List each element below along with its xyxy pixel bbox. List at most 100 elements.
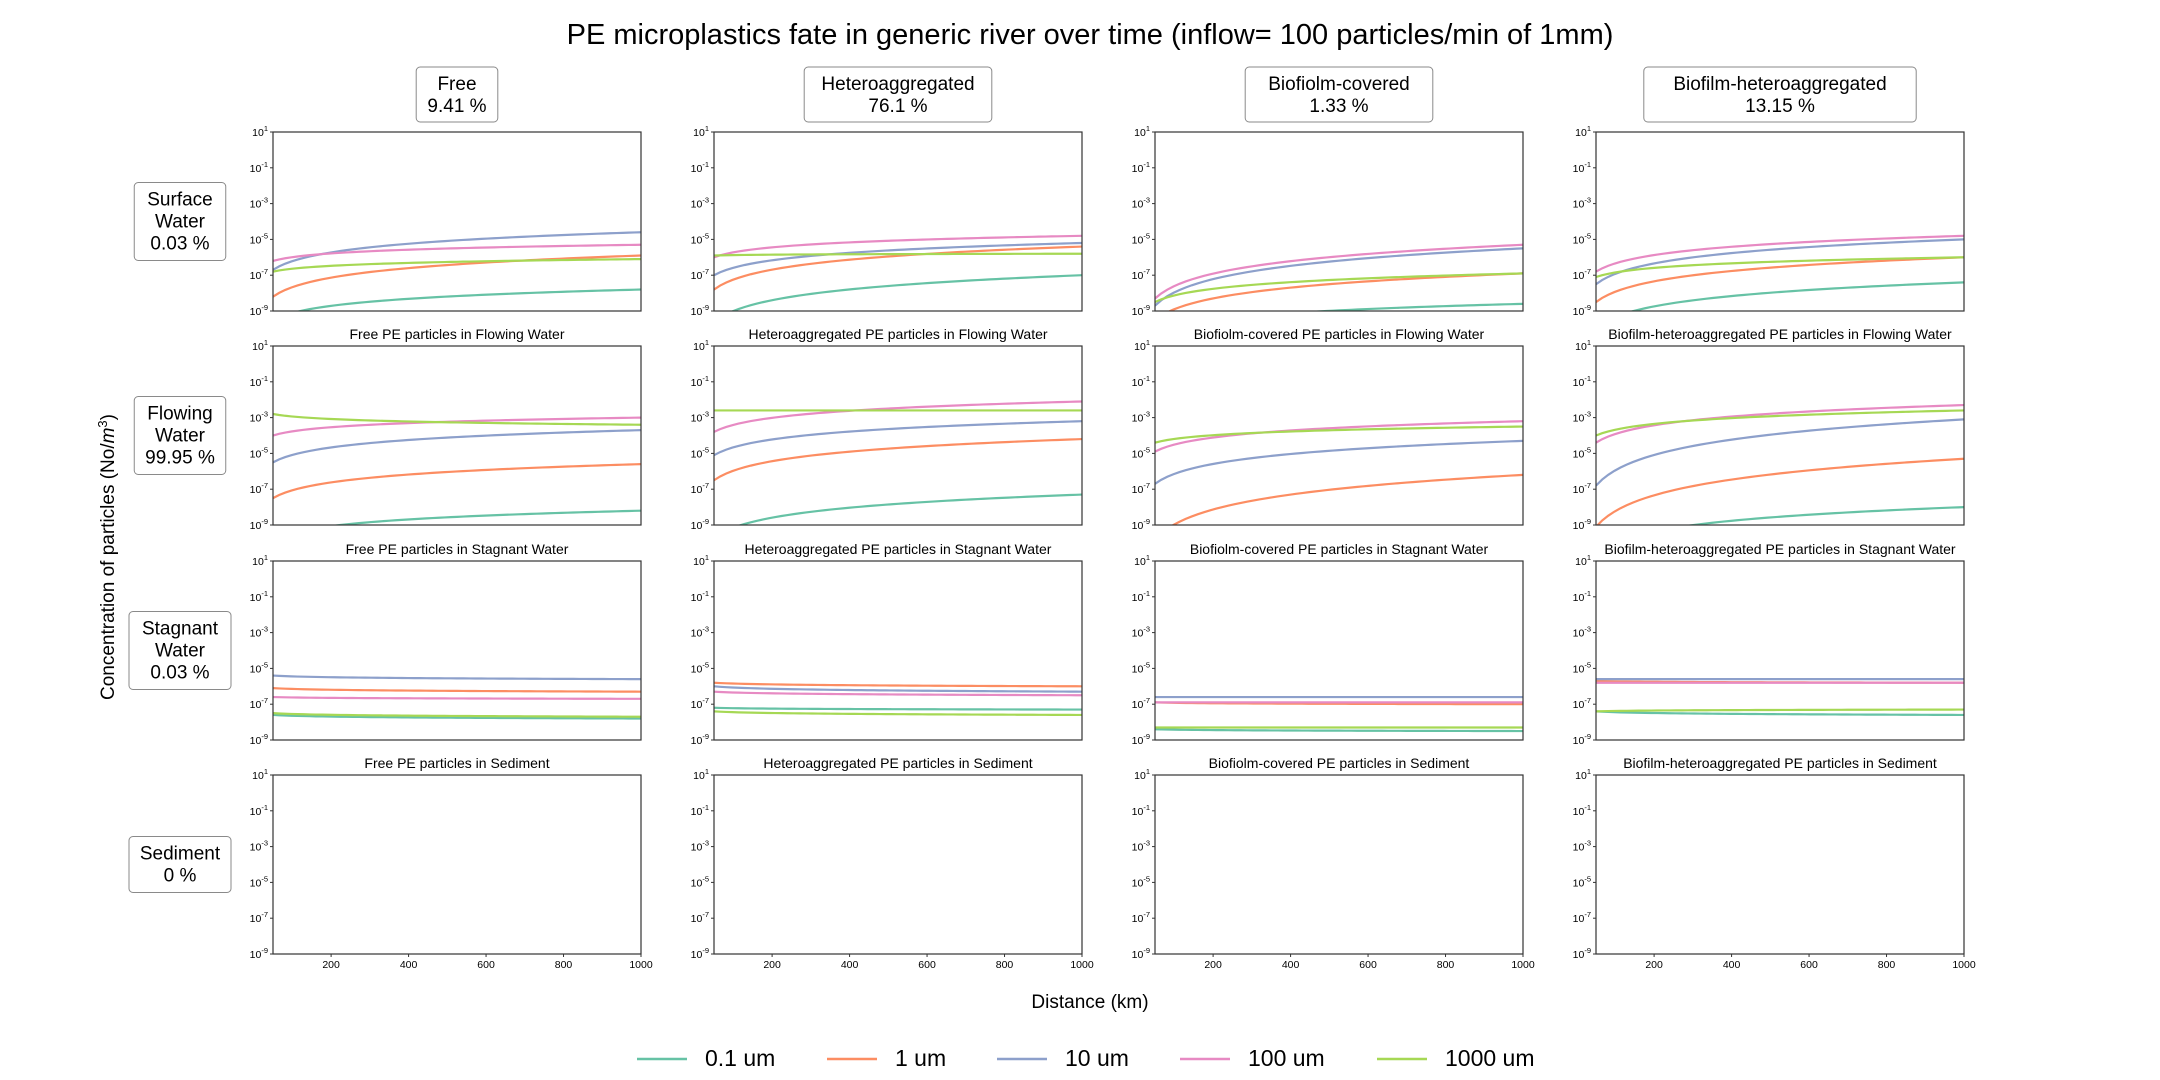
y-tick-base: 10 bbox=[1134, 556, 1146, 568]
y-tick-exponent: -1 bbox=[1143, 374, 1150, 383]
y-tick-base: 10 bbox=[250, 663, 262, 675]
y-tick-label: 10-3 bbox=[250, 410, 268, 425]
y-axis-label-end: ) bbox=[98, 414, 119, 420]
y-tick-base: 10 bbox=[691, 699, 703, 711]
y-tick-exponent: -7 bbox=[261, 481, 268, 490]
y-tick-exponent: -9 bbox=[1143, 732, 1150, 741]
panel-frame bbox=[1595, 560, 1965, 741]
y-tick-exponent: -1 bbox=[1143, 589, 1150, 598]
y-tick-label: 10-1 bbox=[1573, 374, 1591, 389]
y-tick-exponent: -9 bbox=[1584, 303, 1591, 312]
y-tick-base: 10 bbox=[691, 199, 703, 211]
y-tick-label: 10-9 bbox=[1132, 732, 1150, 747]
y-tick-exponent: -5 bbox=[1584, 445, 1591, 454]
y-tick-label: 10-5 bbox=[1573, 874, 1591, 889]
y-tick-base: 10 bbox=[250, 413, 262, 425]
y-tick-exponent: 1 bbox=[1587, 767, 1591, 776]
y-tick-label: 10-3 bbox=[250, 839, 268, 854]
row-header-text: Stagnant bbox=[142, 619, 219, 640]
x-tick-label: 400 bbox=[841, 959, 859, 971]
panel-frame bbox=[1154, 345, 1524, 526]
panel-r1-c0: Free PE particles in Flowing Water10110-… bbox=[250, 326, 642, 532]
panel-frame bbox=[713, 560, 1083, 741]
y-tick-base: 10 bbox=[250, 699, 262, 711]
panel-frame bbox=[1595, 774, 1965, 955]
x-tick-label: 200 bbox=[763, 959, 781, 971]
y-tick-exponent: -9 bbox=[702, 732, 709, 741]
y-tick-base: 10 bbox=[250, 628, 262, 640]
y-axis-label-main: Concentration of particles (No/ bbox=[98, 443, 119, 700]
series-line-1-um bbox=[714, 681, 1082, 688]
y-tick-exponent: -9 bbox=[1143, 946, 1150, 955]
y-tick-label: 101 bbox=[1134, 767, 1150, 782]
y-tick-exponent: 1 bbox=[264, 767, 268, 776]
y-tick-label: 10-5 bbox=[250, 445, 268, 460]
y-tick-exponent: -7 bbox=[702, 910, 709, 919]
y-tick-label: 10-7 bbox=[250, 696, 268, 711]
series-line-1-um bbox=[1596, 457, 1964, 525]
x-tick-label: 200 bbox=[322, 959, 340, 971]
y-tick-exponent: -9 bbox=[261, 303, 268, 312]
y-tick-label: 10-3 bbox=[1132, 625, 1150, 640]
y-tick-exponent: -7 bbox=[702, 696, 709, 705]
x-tick-label: 600 bbox=[477, 959, 495, 971]
y-tick-base: 10 bbox=[1573, 413, 1585, 425]
x-tick-label: 800 bbox=[996, 959, 1014, 971]
y-tick-exponent: -9 bbox=[702, 517, 709, 526]
series-line-100-um bbox=[1155, 420, 1523, 453]
y-tick-base: 10 bbox=[1573, 806, 1585, 818]
series-line-10-um bbox=[714, 241, 1082, 277]
y-tick-label: 10-5 bbox=[1573, 231, 1591, 246]
series-group bbox=[1155, 420, 1523, 525]
y-tick-exponent: -5 bbox=[261, 445, 268, 454]
y-tick-base: 10 bbox=[250, 842, 262, 854]
y-tick-label: 10-5 bbox=[691, 874, 709, 889]
y-tick-label: 10-3 bbox=[1573, 410, 1591, 425]
y-tick-base: 10 bbox=[1132, 806, 1144, 818]
y-tick-exponent: -5 bbox=[702, 445, 709, 454]
y-tick-base: 10 bbox=[250, 199, 262, 211]
y-tick-label: 10-7 bbox=[691, 910, 709, 925]
y-tick-exponent: -1 bbox=[261, 160, 268, 169]
column-header-percent: 76.1 % bbox=[868, 96, 927, 117]
y-tick-label: 10-9 bbox=[691, 517, 709, 532]
y-tick-exponent: -5 bbox=[1143, 231, 1150, 240]
series-line-0.1-um bbox=[273, 713, 641, 720]
series-line-1000-um bbox=[273, 712, 641, 718]
y-tick-exponent: -1 bbox=[1143, 803, 1150, 812]
y-tick-base: 10 bbox=[250, 484, 262, 496]
row-header-box bbox=[133, 396, 227, 475]
y-tick-base: 10 bbox=[250, 735, 262, 747]
panel-frame bbox=[713, 774, 1083, 955]
row-header-text: Water bbox=[155, 641, 206, 662]
y-tick-label: 10-3 bbox=[691, 839, 709, 854]
y-tick-base: 10 bbox=[1132, 628, 1144, 640]
x-tick-label: 200 bbox=[1204, 959, 1222, 971]
y-tick-label: 101 bbox=[252, 124, 268, 139]
y-tick-base: 10 bbox=[252, 556, 264, 568]
y-tick-label: 10-3 bbox=[691, 410, 709, 425]
y-tick-exponent: -3 bbox=[702, 839, 709, 848]
y-tick-label: 10-3 bbox=[1573, 625, 1591, 640]
y-tick-label: 10-3 bbox=[250, 196, 268, 211]
y-tick-exponent: -1 bbox=[702, 374, 709, 383]
y-tick-exponent: -5 bbox=[1143, 445, 1150, 454]
y-tick-base: 10 bbox=[691, 913, 703, 925]
y-tick-label: 10-5 bbox=[1132, 874, 1150, 889]
y-tick-label: 10-7 bbox=[691, 696, 709, 711]
panel-title: Biofilm-heteroaggregated PE particles in… bbox=[1608, 326, 1952, 342]
y-tick-label: 10-3 bbox=[1573, 839, 1591, 854]
y-tick-label: 10-9 bbox=[250, 946, 268, 961]
panel-r3-c2: Biofiolm-covered PE particles in Sedimen… bbox=[1132, 755, 1535, 971]
y-tick-exponent: -5 bbox=[702, 874, 709, 883]
y-tick-base: 10 bbox=[250, 163, 262, 175]
panel-grid: 10110-110-310-510-710-910110-110-310-510… bbox=[250, 124, 1976, 971]
y-tick-label: 10-7 bbox=[1573, 910, 1591, 925]
y-tick-base: 10 bbox=[1132, 663, 1144, 675]
y-tick-base: 10 bbox=[691, 877, 703, 889]
y-tick-base: 10 bbox=[1132, 484, 1144, 496]
y-tick-label: 10-9 bbox=[1132, 517, 1150, 532]
series-line-10-um bbox=[1155, 439, 1523, 485]
